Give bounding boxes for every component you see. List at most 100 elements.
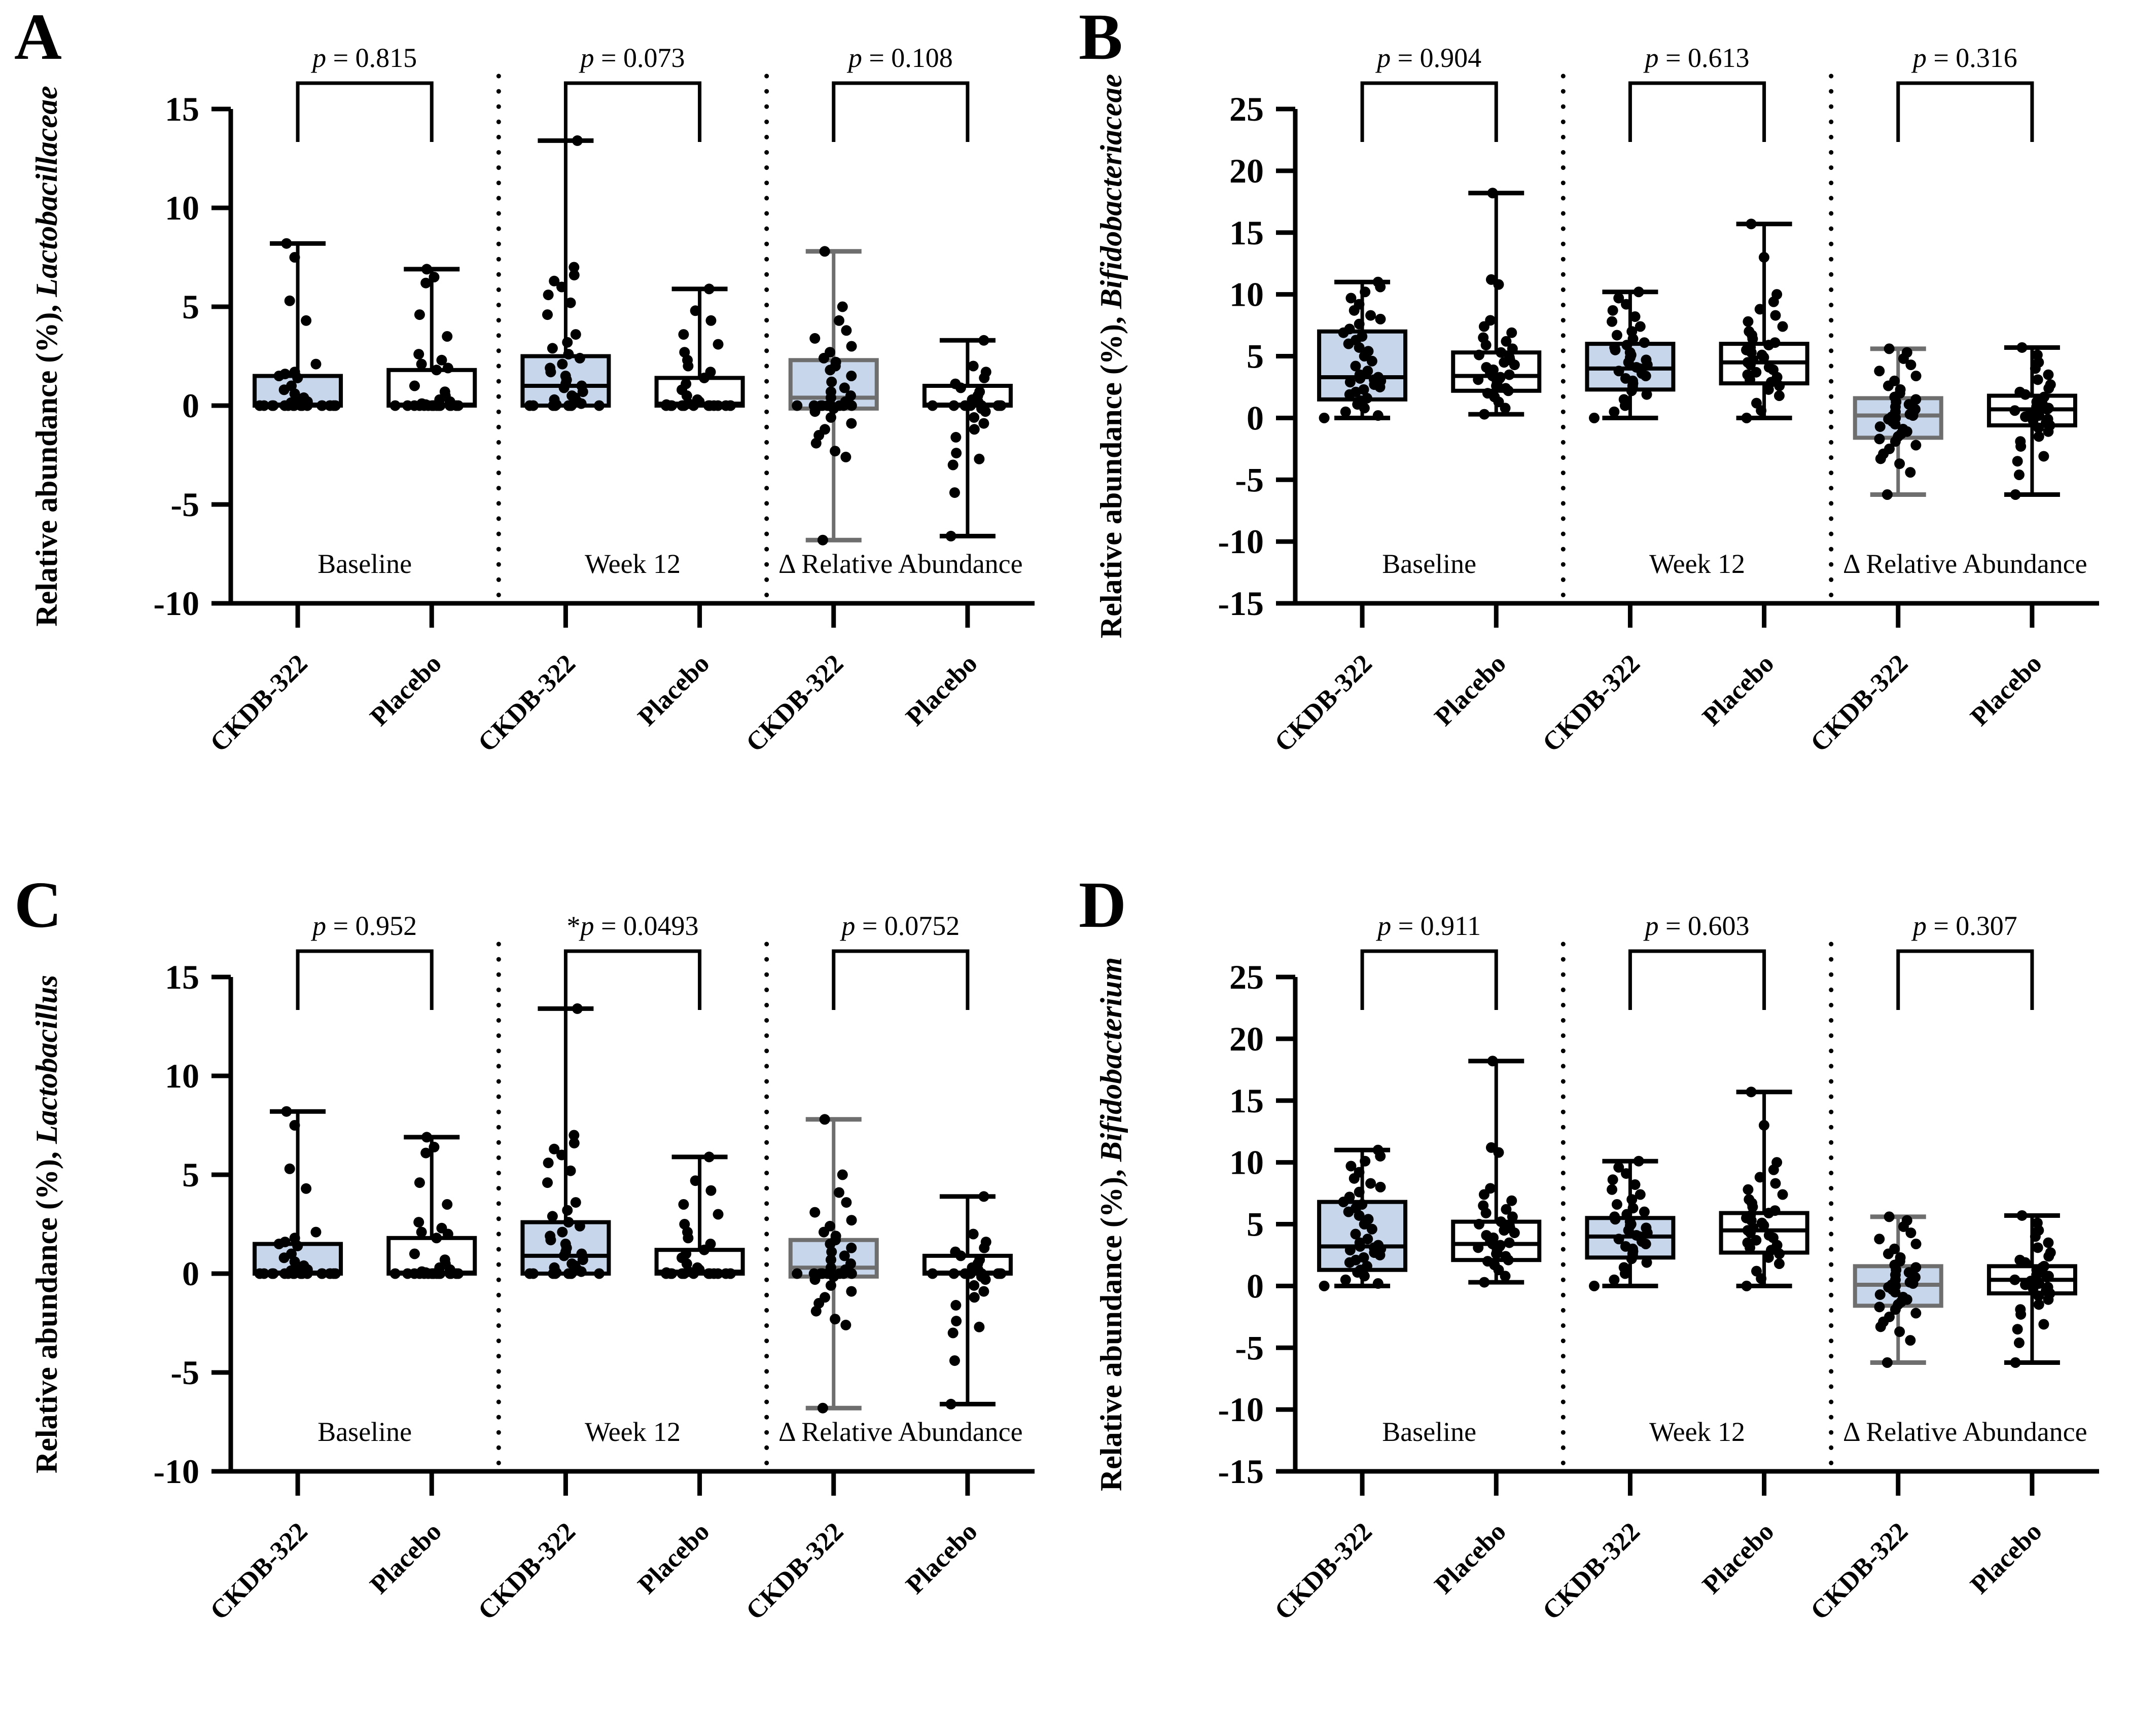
x-tick-label: Placebo — [901, 1517, 983, 1600]
box-plot-placebo — [386, 1132, 477, 1279]
panel-a: A 15 10 5 0 -5 -10 Relative abundance (%), Lac… — [0, 0, 1064, 868]
group-label: Baseline — [317, 1417, 412, 1447]
data-points — [1741, 1087, 1788, 1291]
x-tick-label: CKDB-322 — [1269, 649, 1378, 757]
group-label: Baseline — [317, 549, 412, 579]
y-tick-label: 5 — [1247, 337, 1264, 376]
box-plot-ckdb-322 — [520, 1003, 611, 1279]
y-tick-label: -15 — [1218, 1452, 1264, 1491]
x-tick-label: CKDB-322 — [740, 1517, 849, 1625]
data-points — [1473, 188, 1520, 420]
panel-b: B 25 20 15 10 5 0 -5 -10 -15 Relative abundance (… — [1064, 0, 2129, 868]
group-label: Δ Relative Abundance — [1843, 1417, 2087, 1447]
x-tick-label: Placebo — [1965, 649, 2048, 732]
y-tick-label: 10 — [1229, 1143, 1264, 1182]
box-plot-placebo — [654, 1151, 745, 1279]
p-value-label: p = 0.108 — [846, 43, 953, 73]
box-plot-ckdb-322 — [1585, 1155, 1676, 1291]
box-plot-ckdb-322 — [1317, 1144, 1408, 1291]
x-tick-label: Placebo — [901, 649, 983, 732]
x-tick-label: Placebo — [1965, 1517, 2048, 1600]
significance-bracket — [296, 949, 434, 1010]
data-points — [1741, 219, 1788, 423]
data-points — [1319, 276, 1387, 423]
group-label: Baseline — [1382, 549, 1476, 579]
x-tick-label: CKDB-322 — [1805, 1517, 1913, 1625]
data-points — [2009, 1210, 2056, 1368]
y-tick-label: 10 — [165, 1057, 199, 1095]
x-tick-label: CKDB-322 — [1537, 1517, 1646, 1625]
x-tick-label: Placebo — [365, 1517, 447, 1600]
box-plot-ckdb-322 — [1853, 1211, 1943, 1368]
box-plot-ckdb-322 — [520, 135, 611, 411]
data-points — [1588, 1155, 1653, 1291]
y-axis-label: Relative abundance (%), Lactobacillus — [30, 975, 63, 1473]
y-tick-label: 10 — [1229, 275, 1264, 314]
boxplot-chart-b: 25 20 15 10 5 0 -5 -10 -15 Relative abundance (%)… — [1094, 43, 2099, 757]
significance-bracket — [832, 81, 970, 142]
group-label: Week 12 — [1649, 1417, 1745, 1447]
significance-bracket — [1896, 949, 2034, 1010]
box-plot-placebo — [654, 283, 745, 411]
y-tick-label: 0 — [182, 386, 199, 425]
p-value-label: p = 0.904 — [1375, 43, 1481, 73]
y-tick-label: 10 — [165, 189, 199, 227]
y-tick-label: 20 — [1229, 1020, 1264, 1058]
x-tick-label: CKDB-322 — [205, 649, 313, 757]
box-plot-ckdb-322 — [253, 238, 343, 411]
group-label: Week 12 — [585, 1417, 681, 1447]
box-plot-placebo — [1719, 1087, 1809, 1291]
y-tick-label: -15 — [1218, 584, 1264, 623]
x-tick-label: Placebo — [632, 1517, 715, 1600]
significance-bracket — [1628, 949, 1766, 1010]
p-value-label: p = 0.613 — [1643, 43, 1750, 73]
box-plot-ckdb-322 — [253, 1106, 343, 1279]
x-tick-label: CKDB-322 — [473, 649, 581, 757]
significance-bracket — [563, 949, 702, 1010]
group-label: Week 12 — [1649, 549, 1745, 579]
y-tick-label: -10 — [153, 1452, 199, 1491]
group-label: Baseline — [1382, 1417, 1476, 1447]
box-plot-ckdb-322 — [1853, 343, 1943, 500]
box-plot-placebo — [386, 264, 477, 411]
data-points — [254, 1106, 341, 1279]
data-points — [792, 1114, 857, 1414]
data-points — [927, 1191, 1007, 1409]
data-points — [792, 246, 857, 546]
x-tick-label: Placebo — [1697, 1517, 1780, 1600]
y-tick-label: 25 — [1229, 958, 1264, 996]
boxplot-chart-a: 15 10 5 0 -5 -10 Relative abundance (%), Lacto… — [30, 43, 1035, 757]
p-value-label: p = 0.316 — [1911, 43, 2017, 73]
y-tick-label: 15 — [165, 958, 199, 996]
y-tick-label: 5 — [1247, 1205, 1264, 1244]
box-plot-placebo — [1986, 342, 2077, 500]
x-tick-label: CKDB-322 — [740, 649, 849, 757]
panel-c: C 15 10 5 0 -5 -10 Relative abundance (%), Lac… — [0, 868, 1064, 1736]
y-axis-label: Relative abundance (%), Bifidobacteriace… — [1094, 74, 1128, 638]
p-value-label: p = 0.603 — [1643, 911, 1750, 941]
group-label: Δ Relative Abundance — [1843, 549, 2087, 579]
panel-letter-d: D — [1079, 869, 1126, 942]
y-tick-label: -10 — [153, 584, 199, 623]
p-value-label: p = 0.952 — [310, 911, 417, 941]
box-plot-placebo — [1451, 188, 1542, 420]
data-points — [1473, 1056, 1520, 1288]
y-tick-label: 0 — [182, 1254, 199, 1293]
boxplot-chart-d: 25 20 15 10 5 0 -5 -10 -15 Relative abundance (%)… — [1094, 911, 2099, 1625]
p-value-label: *p = 0.0493 — [567, 911, 699, 941]
y-tick-label: 0 — [1247, 399, 1264, 437]
x-tick-label: CKDB-322 — [1269, 1517, 1378, 1625]
y-tick-label: 15 — [1229, 213, 1264, 252]
group-label: Δ Relative Abundance — [778, 549, 1023, 579]
y-tick-label: 5 — [182, 287, 199, 326]
significance-bracket — [296, 81, 434, 142]
box-plot-placebo — [1719, 219, 1809, 423]
p-value-label: p = 0.815 — [310, 43, 417, 73]
x-tick-label: CKDB-322 — [473, 1517, 581, 1625]
x-tick-label: CKDB-322 — [1805, 649, 1913, 757]
p-value-label: p = 0.073 — [579, 43, 685, 73]
data-points — [2009, 342, 2056, 500]
data-points — [389, 1132, 464, 1279]
significance-bracket — [1360, 81, 1498, 142]
